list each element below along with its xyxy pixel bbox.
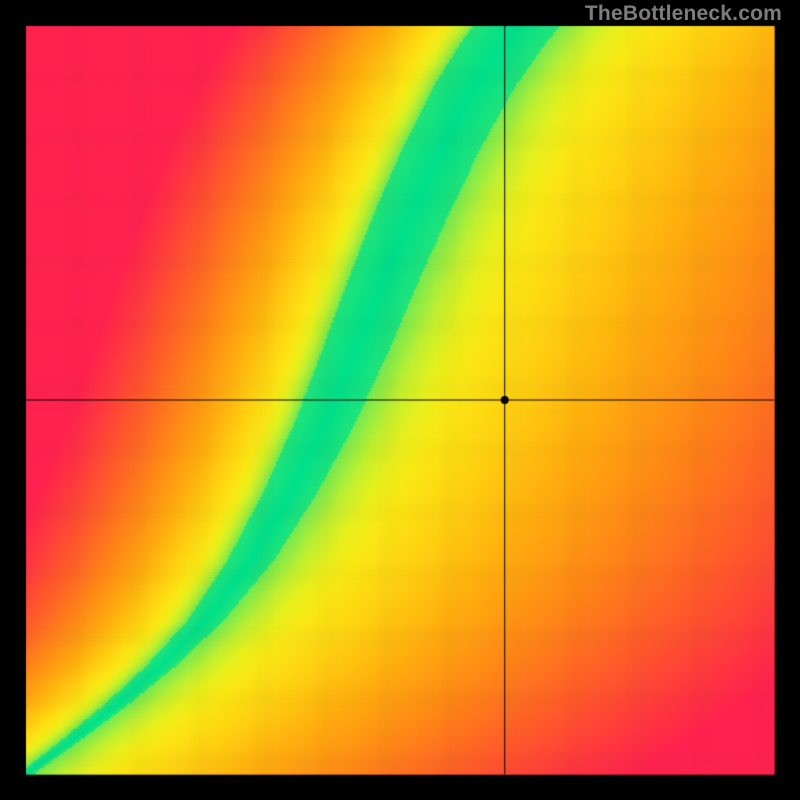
- bottleneck-heatmap: [0, 0, 800, 800]
- stage: TheBottleneck.com: [0, 0, 800, 800]
